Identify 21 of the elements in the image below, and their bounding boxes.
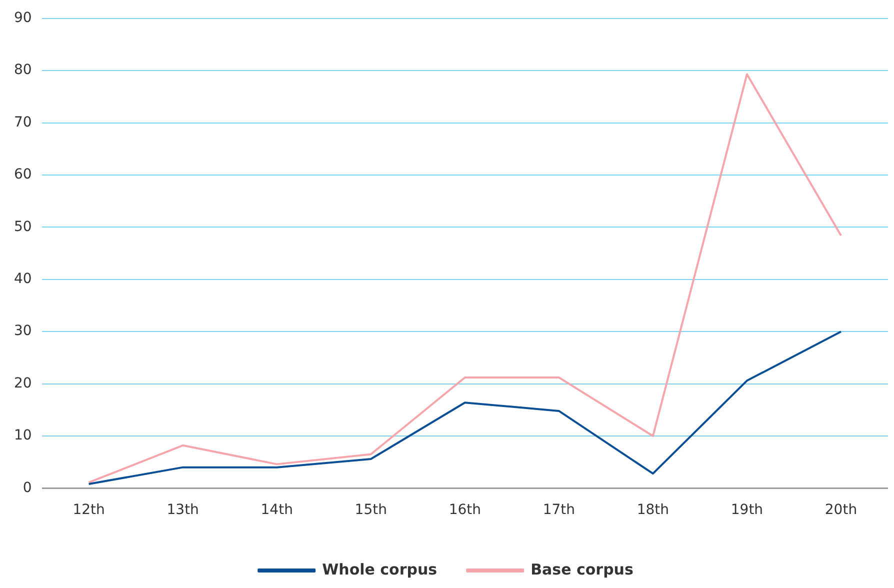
y-tick-label: 70	[14, 114, 32, 130]
y-tick-label: 20	[14, 375, 32, 392]
x-tick-label: 12th	[72, 502, 105, 518]
x-tick-label: 18th	[636, 502, 670, 518]
x-tick-label: 14th	[260, 502, 293, 518]
y-tick-label: 30	[14, 323, 32, 340]
legend-label: Whole corpus	[322, 560, 438, 578]
y-tick-label: 0	[22, 480, 32, 496]
y-tick-label: 90	[14, 10, 32, 26]
y-tick-label: 10	[14, 428, 32, 444]
y-tick-label: 60	[14, 166, 32, 183]
y-tick-label: 50	[14, 218, 32, 235]
legend-label: Base corpus	[530, 560, 634, 578]
x-tick-label: 17th	[542, 502, 576, 518]
y-tick-label: 40	[14, 271, 32, 288]
x-tick-label: 16th	[448, 502, 481, 518]
x-tick-label: 19th	[730, 502, 764, 518]
x-tick-label: 20th	[824, 502, 858, 518]
x-tick-label: 15th	[354, 502, 387, 518]
x-tick-label: 13th	[166, 502, 199, 518]
y-tick-label: 80	[14, 62, 32, 78]
